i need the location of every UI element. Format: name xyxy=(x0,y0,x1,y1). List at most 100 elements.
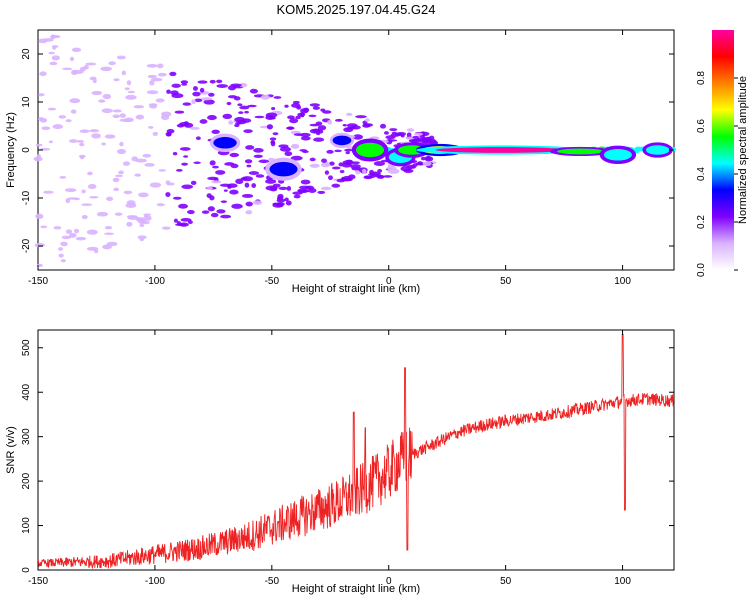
spectrogram-speckle xyxy=(70,109,77,114)
spectrogram-speckle xyxy=(245,210,253,215)
spectrogram-marks xyxy=(33,34,677,268)
spectrogram-x-tick-label: 100 xyxy=(614,276,631,287)
spectrogram-speckle xyxy=(286,126,295,130)
spectrogram-speckle xyxy=(193,161,201,164)
spectrogram-speckle xyxy=(331,166,341,170)
snr-y-tick-label: 0 xyxy=(21,567,32,573)
spectrogram-speckle xyxy=(40,225,48,229)
spectrogram-speckle xyxy=(201,210,210,214)
spectrogram-speckle xyxy=(253,154,263,158)
spectrogram-speckle xyxy=(106,196,114,202)
spectrogram-speckle xyxy=(126,80,132,86)
spectrogram-speckle xyxy=(334,118,343,122)
spectrogram-speckle xyxy=(342,160,355,165)
spectrogram-speckle xyxy=(317,125,327,131)
spectrogram-speckle xyxy=(291,103,301,108)
spectrogram-speckle xyxy=(293,133,304,136)
spectrogram-speckle xyxy=(119,141,124,147)
spectrogram-x-tick-label: -50 xyxy=(265,276,280,287)
spectrogram-speckle xyxy=(417,161,423,166)
spectrogram-speckle xyxy=(229,189,239,195)
spectrogram-speckle xyxy=(295,115,301,120)
spectrogram-speckle xyxy=(286,185,292,191)
spectrogram-speckle xyxy=(219,183,232,187)
spectrogram-y-tick-label: 20 xyxy=(21,48,32,60)
spectrogram-speckle xyxy=(420,139,431,142)
spectrogram-speckle xyxy=(76,140,85,143)
spectrogram-speckle xyxy=(104,225,113,230)
spectrogram-speckle xyxy=(331,183,341,188)
snr-series-line xyxy=(37,333,675,570)
spectrogram-speckle xyxy=(149,80,155,86)
spectrogram-speckle xyxy=(241,193,254,198)
snr-y-tick-label: 200 xyxy=(21,472,32,489)
spectrogram-speckle xyxy=(206,193,212,199)
spectrogram-speckle xyxy=(61,235,72,240)
spectrogram-y-tick-label: 0 xyxy=(21,147,32,153)
spectrogram-speckle xyxy=(150,77,163,82)
spectrogram-x-tick-label: -100 xyxy=(145,276,165,287)
spectrogram-speckle xyxy=(58,253,64,258)
spectrogram-speckle xyxy=(231,203,243,209)
spectrogram-speckle xyxy=(69,56,75,62)
snr-x-tick-label: 50 xyxy=(500,576,512,587)
spectrogram-speckle xyxy=(192,86,198,91)
spectrogram-speckle xyxy=(208,92,215,97)
spectrogram-speckle xyxy=(246,164,252,168)
spectrogram-speckle xyxy=(234,123,240,128)
spectrogram-speckle xyxy=(48,140,53,144)
spectrogram-speckle xyxy=(309,157,316,162)
spectrogram-speckle xyxy=(369,171,382,177)
spectrogram-speckle xyxy=(234,116,246,123)
spectrogram-speckle xyxy=(178,203,188,209)
spectrogram-speckle xyxy=(141,220,150,225)
spectrogram-speckle xyxy=(104,134,116,139)
spectrogram-speckle xyxy=(60,259,66,263)
spectrogram-speckle xyxy=(309,163,320,168)
spectrogram-speckle xyxy=(297,112,306,117)
spectrogram-speckle xyxy=(317,190,326,195)
spectrogram-speckle xyxy=(47,107,57,111)
spectrogram-speckle xyxy=(101,142,106,146)
snr-marks xyxy=(37,333,675,570)
colorbar-tick-label: 0.4 xyxy=(696,167,707,181)
spectrogram-speckle xyxy=(406,132,412,138)
spectrogram-speckle xyxy=(121,70,127,76)
spectrogram-speckle xyxy=(394,132,402,136)
spectrogram-speckle xyxy=(329,161,335,166)
spectrogram-x-label: Height of straight line (km) xyxy=(292,283,420,295)
spectrogram-speckle xyxy=(172,151,178,156)
spectrogram-speckle xyxy=(334,149,342,153)
spectrogram-speckle xyxy=(270,141,276,147)
spectrogram-speckle xyxy=(403,168,414,173)
spectrogram-speckle xyxy=(53,226,62,230)
spectrogram-speckle xyxy=(226,101,232,106)
spectrogram-speckle xyxy=(65,229,73,234)
spectrogram-speckle xyxy=(252,200,263,205)
spectrogram-speckle xyxy=(233,96,241,101)
spectrogram-speckle xyxy=(245,201,253,207)
figure-title: KOM5.2025.197.04.45.G24 xyxy=(276,2,435,17)
spectrogram-speckle xyxy=(209,79,216,84)
spectrogram-speckle xyxy=(156,63,164,69)
spectrogram-speckle xyxy=(50,34,56,40)
spectrogram-speckle xyxy=(229,152,240,158)
spectrogram-speckle xyxy=(313,137,325,142)
spectrogram-speckle xyxy=(166,89,171,94)
spectrogram-speckle xyxy=(272,132,279,136)
spectrogram-speckle xyxy=(96,211,109,217)
spectrogram-speckle xyxy=(179,222,189,227)
spectrogram-speckle xyxy=(126,221,133,227)
spectrogram-speckle xyxy=(351,167,361,171)
spectrogram-speckle xyxy=(165,131,172,137)
spectrogram-speckle xyxy=(81,203,93,207)
spectrogram-y-label: Frequency (Hz) xyxy=(5,112,17,188)
spectrogram-speckle xyxy=(189,126,200,130)
spectrogram-speckle xyxy=(71,47,82,52)
snr-x-label: Height of straight line (km) xyxy=(292,583,420,595)
spectrogram-speckle xyxy=(156,203,165,207)
snr-y-label: SNR (v/v) xyxy=(5,426,17,474)
spectrogram-speckle xyxy=(112,114,120,119)
spectrogram-speckle xyxy=(249,88,258,94)
